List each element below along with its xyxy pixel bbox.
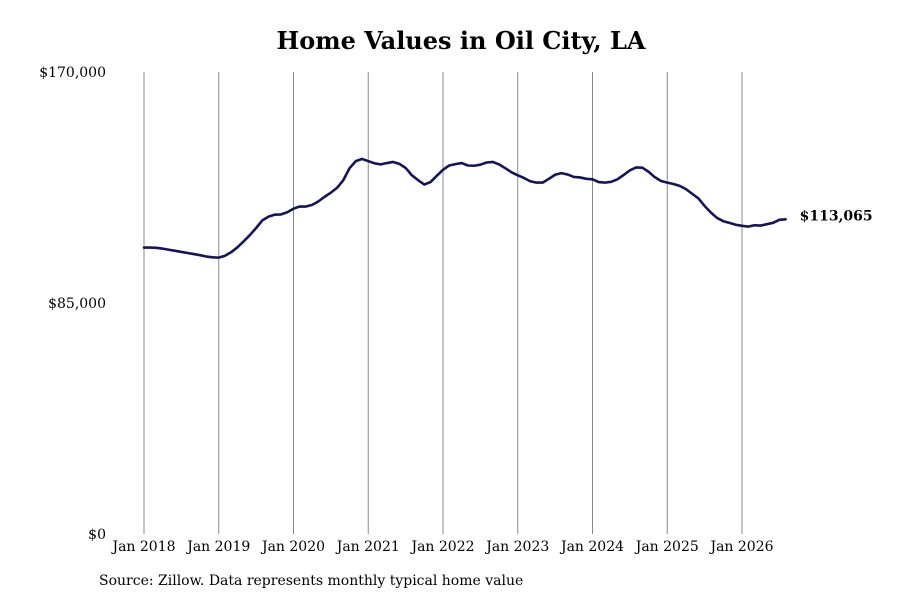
x-tick-label: Jan 2021 xyxy=(335,539,400,555)
series-line-0 xyxy=(142,157,787,259)
chart-title: Home Values in Oil City, LA xyxy=(276,26,646,55)
series-group xyxy=(142,157,787,259)
y-tick-label: $85,000 xyxy=(48,296,106,312)
x-tick-label: Jan 2023 xyxy=(484,539,549,555)
grid-lines xyxy=(143,72,743,534)
x-tick-label: Jan 2022 xyxy=(409,539,474,555)
x-tick-label: Jan 2026 xyxy=(708,539,773,555)
x-tick-label: Jan 2019 xyxy=(185,539,250,555)
end-value-label: $113,065 xyxy=(800,208,873,224)
source-note: Source: Zillow. Data represents monthly … xyxy=(99,573,524,589)
y-axis-tick-labels: $0 $85,000 $170,000 xyxy=(39,65,106,543)
x-tick-label: Jan 2024 xyxy=(559,539,624,555)
x-tick-label: Jan 2020 xyxy=(260,539,325,555)
x-tick-label: Jan 2025 xyxy=(634,539,699,555)
y-tick-label: $0 xyxy=(88,527,106,543)
y-tick-label: $170,000 xyxy=(39,65,106,81)
x-axis-tick-labels: Jan 2018 Jan 2019 Jan 2020 Jan 2021 Jan 2022… xyxy=(110,539,773,555)
x-tick-label: Jan 2018 xyxy=(110,539,175,555)
